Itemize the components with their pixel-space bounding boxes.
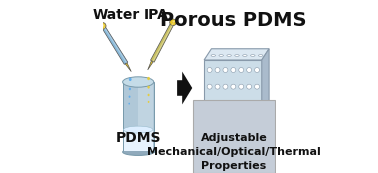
Ellipse shape (207, 67, 212, 72)
Text: Adjustable
Mechanical/Optical/Thermal
Properties: Adjustable Mechanical/Optical/Thermal Pr… (147, 133, 321, 171)
Ellipse shape (129, 103, 130, 104)
Ellipse shape (239, 67, 244, 72)
Ellipse shape (99, 23, 106, 29)
Ellipse shape (231, 67, 236, 72)
Ellipse shape (172, 21, 175, 22)
Ellipse shape (215, 117, 220, 122)
Ellipse shape (231, 84, 236, 89)
Text: PDMS: PDMS (115, 131, 161, 145)
Ellipse shape (247, 67, 252, 72)
Ellipse shape (122, 149, 154, 156)
Polygon shape (103, 25, 127, 63)
Ellipse shape (254, 67, 260, 72)
Text: Water: Water (93, 8, 140, 22)
Ellipse shape (247, 117, 252, 122)
Polygon shape (101, 25, 128, 64)
Polygon shape (204, 60, 262, 130)
Ellipse shape (247, 84, 252, 89)
Ellipse shape (239, 84, 244, 89)
Ellipse shape (254, 101, 260, 106)
Ellipse shape (223, 84, 228, 89)
Ellipse shape (129, 88, 131, 90)
Ellipse shape (231, 101, 236, 106)
Polygon shape (122, 82, 154, 152)
Ellipse shape (223, 101, 228, 106)
Polygon shape (124, 130, 153, 151)
Text: Porous PDMS: Porous PDMS (160, 11, 306, 30)
Ellipse shape (207, 117, 212, 122)
FancyArrow shape (177, 72, 192, 104)
Ellipse shape (215, 67, 220, 72)
Ellipse shape (147, 86, 150, 89)
Ellipse shape (129, 95, 130, 98)
Ellipse shape (211, 55, 215, 56)
Ellipse shape (147, 77, 150, 80)
Ellipse shape (227, 55, 231, 56)
Ellipse shape (122, 77, 154, 87)
Ellipse shape (207, 101, 212, 106)
Text: IPA: IPA (144, 8, 169, 22)
Ellipse shape (243, 55, 247, 56)
Polygon shape (150, 21, 175, 62)
Ellipse shape (231, 117, 236, 122)
Polygon shape (125, 63, 131, 72)
Ellipse shape (124, 126, 153, 133)
Ellipse shape (207, 84, 212, 89)
Polygon shape (204, 49, 269, 60)
Ellipse shape (259, 55, 263, 56)
Ellipse shape (129, 78, 132, 81)
Ellipse shape (215, 101, 220, 106)
Ellipse shape (239, 101, 244, 106)
FancyBboxPatch shape (193, 100, 274, 173)
Ellipse shape (254, 117, 260, 122)
Ellipse shape (219, 55, 223, 56)
Ellipse shape (147, 94, 150, 96)
Ellipse shape (215, 84, 220, 89)
Ellipse shape (239, 117, 244, 122)
Ellipse shape (148, 101, 149, 103)
Ellipse shape (235, 55, 239, 56)
Ellipse shape (223, 67, 228, 72)
Ellipse shape (247, 101, 252, 106)
Ellipse shape (102, 24, 105, 26)
Ellipse shape (254, 84, 260, 89)
Polygon shape (153, 22, 174, 62)
Ellipse shape (251, 55, 255, 56)
Ellipse shape (223, 117, 228, 122)
Ellipse shape (170, 19, 177, 26)
Polygon shape (148, 61, 153, 70)
Polygon shape (262, 49, 269, 130)
Polygon shape (138, 84, 153, 149)
